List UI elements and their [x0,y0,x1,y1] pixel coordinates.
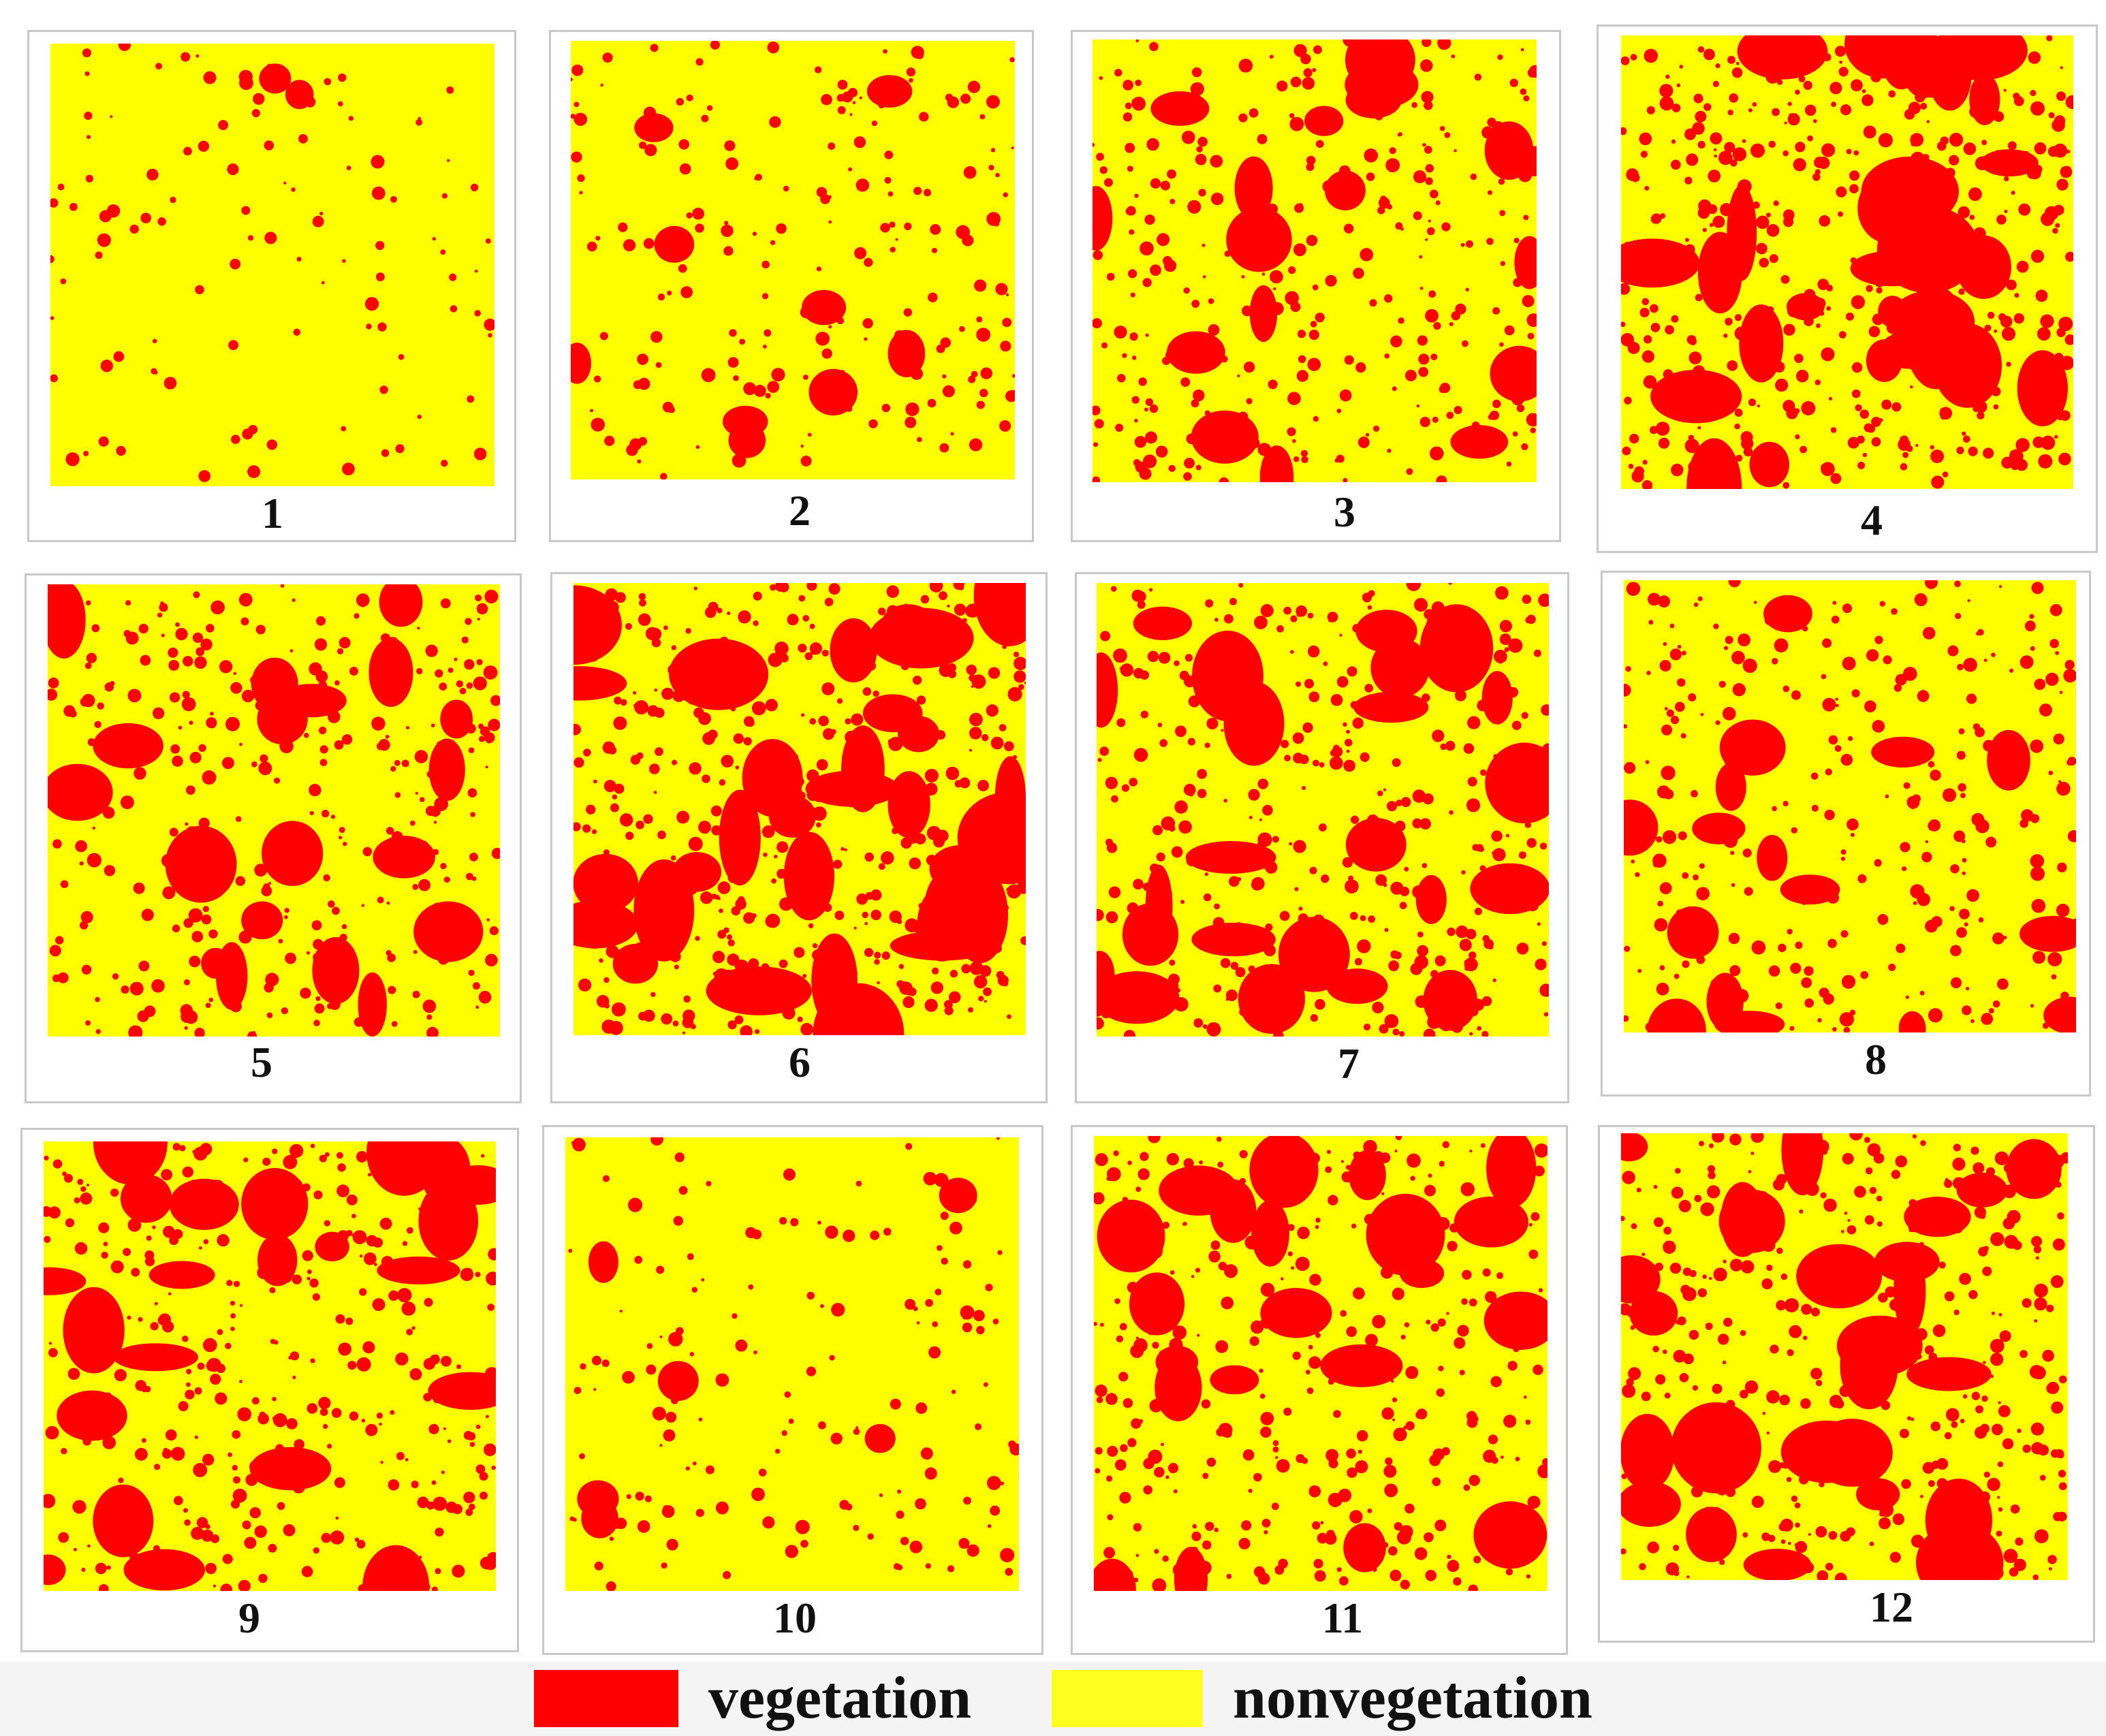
classification-map-3 [1093,40,1537,482]
classification-map-4 [1621,35,2073,489]
panel-label-12: 12 [1870,1583,1913,1631]
panel-label-9: 9 [238,1594,260,1642]
classification-map-1 [50,44,494,486]
classification-map-7 [1097,583,1549,1037]
classification-map-11 [1094,1136,1547,1591]
panel-label-8: 8 [1865,1035,1887,1084]
panel-label-3: 3 [1334,488,1355,536]
panel-label-10: 10 [773,1594,817,1642]
panel-label-2: 2 [789,486,811,535]
classification-map-6 [573,583,1026,1035]
vegetation-legend-label: vegetation [708,1665,972,1731]
vegetation-swatch [534,1670,678,1727]
panel-label-11: 11 [1321,1594,1364,1642]
classification-map-5 [48,584,500,1037]
nonvegetation-legend-label: nonvegetation [1233,1665,1592,1731]
classification-map-8 [1624,580,2076,1032]
panel-label-1: 1 [262,489,283,537]
classification-map-12 [1621,1133,2068,1580]
classification-map-2 [571,41,1015,479]
nonvegetation-swatch [1052,1670,1203,1727]
legend: vegetation nonvegetation [0,1662,2106,1736]
panel-label-4: 4 [1861,496,1883,544]
classification-map-10 [565,1137,1019,1591]
panel-label-7: 7 [1338,1039,1360,1088]
panel-label-6: 6 [789,1038,811,1086]
classification-map-9 [44,1141,496,1591]
panel-label-5: 5 [251,1038,272,1086]
